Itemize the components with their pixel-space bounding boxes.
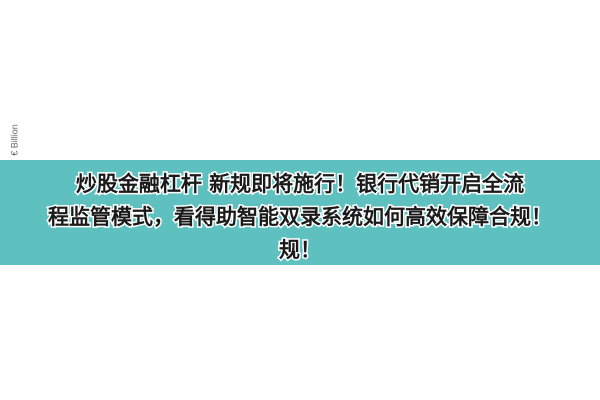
y-axis-label: € Billion	[9, 124, 19, 156]
banner-text: 程监管模式，看得助智能双录系统如何高效保障合规！	[48, 205, 552, 229]
banner-text: 炒股金融杠杆 新规即将施行！银行代销开启全流	[76, 172, 524, 196]
banner-text: 规！	[279, 238, 321, 262]
banner-background	[0, 160, 600, 265]
